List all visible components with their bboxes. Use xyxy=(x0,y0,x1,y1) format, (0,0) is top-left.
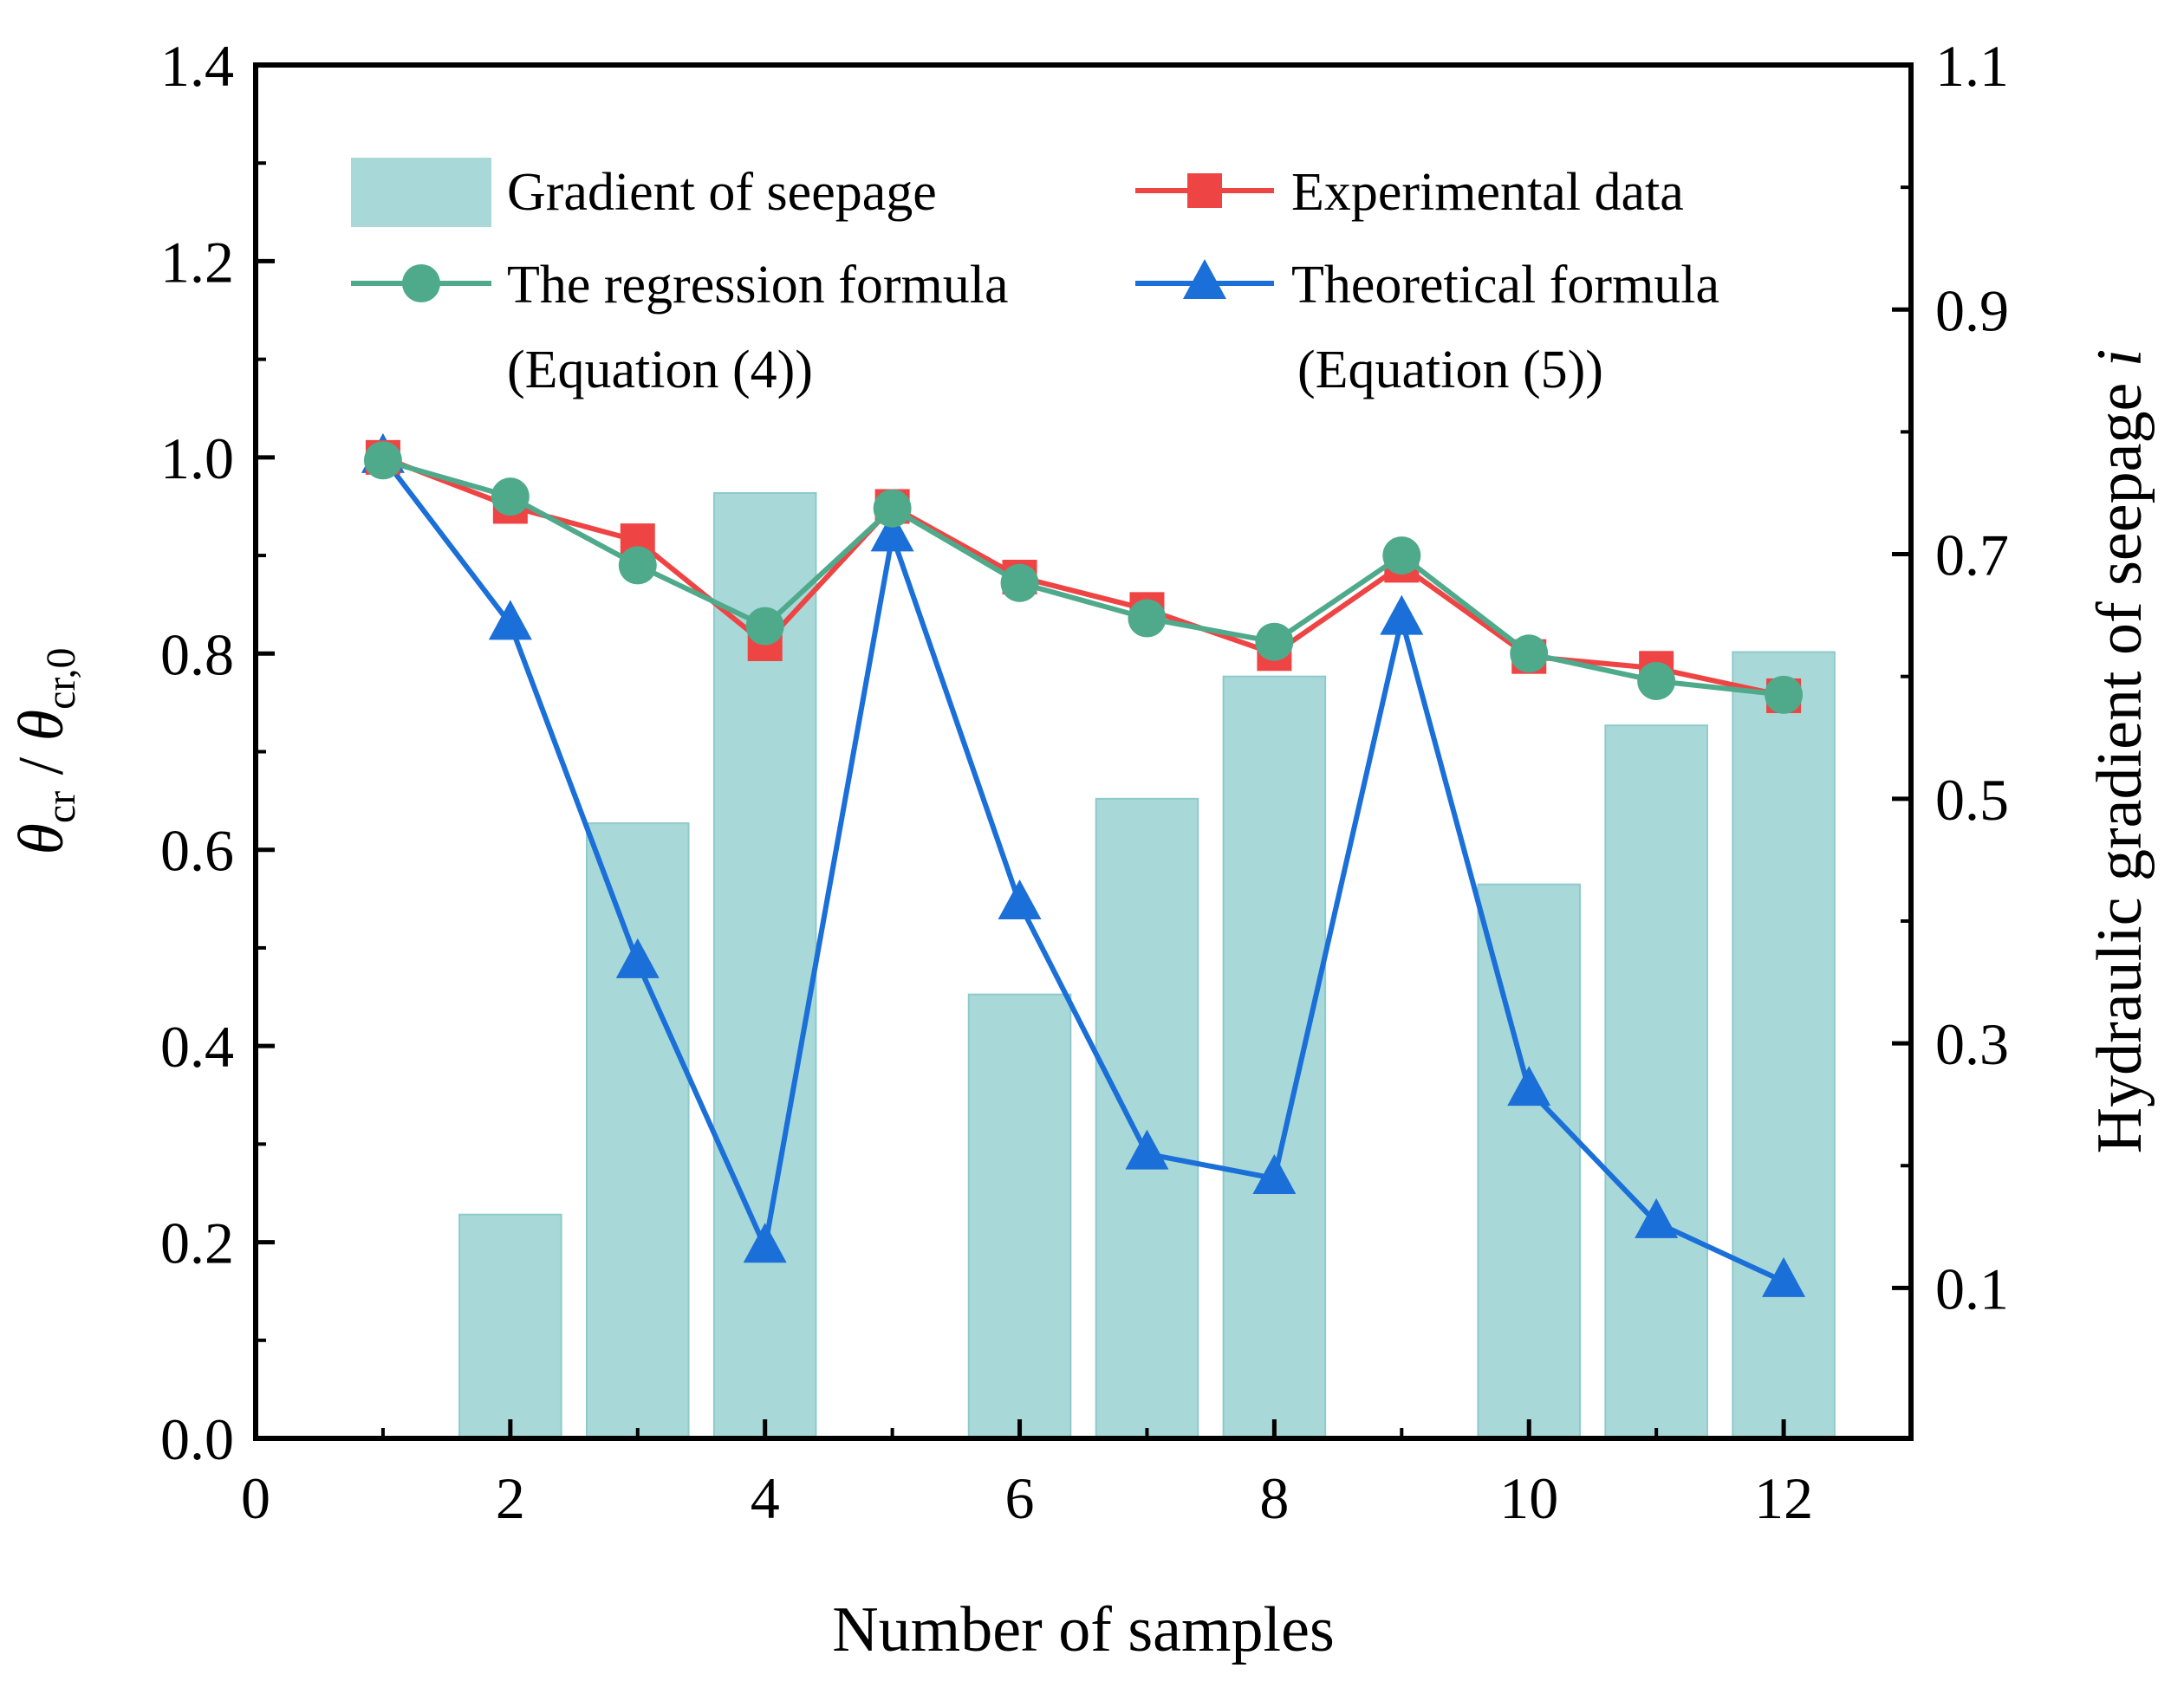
x-tick-label-4: 4 xyxy=(751,1465,780,1531)
point-the-regression-formula-10 xyxy=(1510,634,1549,673)
point-theoretical-formula-6 xyxy=(998,879,1042,919)
x-tick-label-6: 6 xyxy=(1005,1465,1035,1531)
point-the-regression-formula-7 xyxy=(1128,599,1167,638)
legend-marker-circle xyxy=(402,264,440,302)
legend-label-theoretical-formula-line2: (Equation (5)) xyxy=(1297,341,1603,399)
point-the-regression-formula-3 xyxy=(618,546,657,585)
legend-label-experimental-data: Experimental data xyxy=(1291,163,1684,222)
point-theoretical-formula-9 xyxy=(1380,594,1424,635)
bar-sample-6 xyxy=(967,993,1072,1439)
point-theoretical-formula-11 xyxy=(1635,1197,1679,1238)
point-theoretical-formula-2 xyxy=(488,600,532,640)
point-the-regression-formula-8 xyxy=(1255,622,1294,661)
point-the-regression-formula-1 xyxy=(363,441,402,480)
y-left-tick-label-0.6: 0.6 xyxy=(160,818,234,884)
bar-sample-11 xyxy=(1604,724,1708,1439)
bar-sample-12 xyxy=(1732,651,1836,1439)
point-theoretical-formula-5 xyxy=(870,511,914,552)
legend: Gradient of seepage Experimental data Th… xyxy=(351,158,1719,399)
legend-marker-triangle xyxy=(1183,259,1226,299)
x-tick-label-8: 8 xyxy=(1259,1465,1289,1531)
series-layer xyxy=(361,432,1806,1297)
point-theoretical-formula-3 xyxy=(615,938,660,978)
point-the-regression-formula-2 xyxy=(491,477,530,516)
series-line-experimental-data xyxy=(381,455,1784,698)
x-tick-label-10: 10 xyxy=(1499,1465,1558,1531)
point-theoretical-formula-10 xyxy=(1507,1066,1551,1107)
y-left-tick-label-0.0: 0.0 xyxy=(160,1406,234,1472)
y-left-tick-label-0.8: 0.8 xyxy=(160,621,234,687)
point-theoretical-formula-12 xyxy=(1762,1256,1806,1297)
bar-sample-3 xyxy=(586,822,690,1439)
point-the-regression-formula-11 xyxy=(1637,661,1676,700)
y-left-tick-label-0.2: 0.2 xyxy=(160,1210,234,1276)
series-line-the-regression-formula xyxy=(382,458,1784,698)
legend-label-regression-formula-line2: (Equation (4)) xyxy=(507,341,813,399)
y-right-tick-label-0.1: 0.1 xyxy=(1935,1256,2009,1321)
y-left-tick-label-1.4: 1.4 xyxy=(160,33,234,99)
legend-label-gradient-of-seepage: Gradient of seepage xyxy=(507,163,937,222)
bars-layer xyxy=(458,491,1836,1440)
x-axis-label: Number of samples xyxy=(832,1594,1335,1665)
y-right-tick-label-0.3: 0.3 xyxy=(1935,1011,2009,1077)
point-theoretical-formula-4 xyxy=(743,1223,787,1263)
point-the-regression-formula-6 xyxy=(1000,563,1039,602)
point-the-regression-formula-5 xyxy=(873,489,912,528)
y-right-tick-label-0.9: 0.9 xyxy=(1935,277,2009,343)
point-the-regression-formula-4 xyxy=(745,607,784,646)
y-right-tick-label-0.5: 0.5 xyxy=(1935,767,2009,833)
y-left-tick-label-1.0: 1.0 xyxy=(160,425,234,491)
legend-marker-square xyxy=(1187,173,1222,208)
legend-swatch-gradient-of-seepage xyxy=(351,158,491,227)
x-tick-label-0: 0 xyxy=(241,1465,270,1531)
y-right-axis-label: Hydraulic gradient of seepage i xyxy=(2084,349,2155,1154)
y-right-tick-label-1.1: 1.1 xyxy=(1935,33,2009,99)
y-left-tick-label-1.2: 1.2 xyxy=(160,229,234,295)
point-the-regression-formula-9 xyxy=(1382,536,1421,575)
bar-sample-7 xyxy=(1095,797,1199,1439)
point-the-regression-formula-12 xyxy=(1765,675,1804,714)
y-left-axis-label: θcr / θcr,0 xyxy=(6,648,84,855)
legend-label-regression-formula: The regression formula xyxy=(507,256,1008,315)
point-theoretical-formula-7 xyxy=(1125,1129,1169,1170)
x-tick-label-12: 12 xyxy=(1754,1465,1813,1531)
y-left-tick-label-0.4: 0.4 xyxy=(160,1014,234,1080)
bar-sample-8 xyxy=(1222,675,1327,1439)
point-theoretical-formula-8 xyxy=(1252,1153,1297,1194)
y-right-tick-label-0.7: 0.7 xyxy=(1935,522,2009,588)
bar-sample-2 xyxy=(458,1213,562,1439)
x-tick-label-2: 2 xyxy=(496,1465,525,1531)
legend-label-theoretical-formula: Theoretical formula xyxy=(1291,256,1719,315)
series-line-theoretical-formula xyxy=(380,456,1785,1284)
ticks-layer: 0 2 4 6 8 10 12 0.0 0.2 0.4 0.6 0.8 1.0 1.2 1.4 0.1 0.3 0… xyxy=(160,33,2009,1531)
